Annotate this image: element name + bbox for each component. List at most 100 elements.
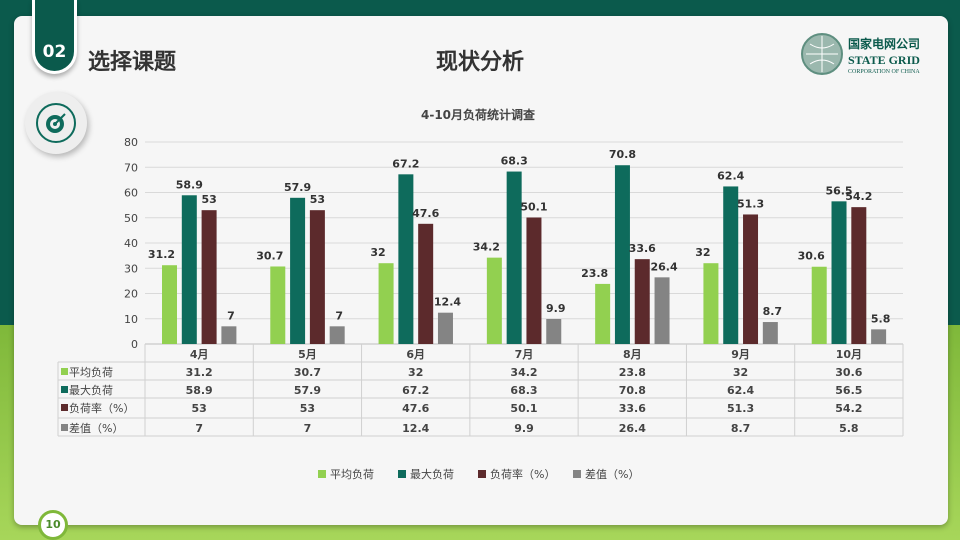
table-cell: 34.2: [510, 366, 537, 379]
table-cell: 33.6: [619, 402, 646, 415]
table-series-label: 差值（%）: [69, 421, 123, 435]
page-title: 现状分析: [435, 50, 524, 75]
data-label: 67.2: [392, 157, 419, 170]
section-number-tab: 02: [32, 0, 77, 74]
data-label: 12.4: [434, 296, 461, 309]
table-cell: 7: [304, 422, 312, 435]
bar-2: [743, 214, 759, 344]
data-label: 32: [370, 246, 385, 259]
table-cell: 31.2: [186, 366, 213, 379]
bar-3: [437, 312, 453, 344]
legend-key: [478, 470, 486, 478]
table-series-label: 平均负荷: [69, 365, 113, 379]
table-cell: 47.6: [402, 402, 429, 415]
category-label: 4月: [190, 348, 209, 361]
table-cell: 12.4: [402, 422, 429, 435]
y-tick-label: 40: [124, 237, 138, 250]
table-cell: 70.8: [619, 384, 646, 397]
legend-label: 差值（%）: [585, 467, 639, 481]
data-label: 23.8: [581, 267, 608, 280]
data-label: 57.9: [284, 181, 311, 194]
table-series-label: 最大负荷: [69, 383, 113, 397]
bar-3: [329, 326, 345, 344]
data-label: 7: [227, 309, 235, 322]
legend-key: [61, 424, 68, 431]
table-cell: 56.5: [835, 384, 862, 397]
bar-0: [162, 265, 177, 344]
data-label: 9.9: [546, 302, 566, 315]
table-cell: 57.9: [294, 384, 321, 397]
y-tick-label: 60: [124, 187, 138, 200]
table-cell: 32: [408, 366, 423, 379]
y-tick-label: 30: [124, 262, 138, 275]
data-label: 31.2: [148, 248, 175, 261]
data-label: 53: [310, 193, 325, 206]
bar-3: [546, 319, 562, 344]
data-label: 5.8: [871, 312, 891, 325]
table-cell: 7: [195, 422, 203, 435]
table-cell: 51.3: [727, 402, 754, 415]
legend-key: [61, 386, 68, 393]
data-label: 30.6: [798, 250, 825, 263]
data-label: 58.9: [176, 178, 203, 191]
category-label: 5月: [298, 348, 317, 361]
bar-0: [811, 266, 827, 344]
bar-3: [221, 326, 237, 344]
data-label: 50.1: [520, 200, 547, 213]
bar-3: [871, 329, 887, 344]
state-grid-logo: 国家电网公司 STATE GRID CORPORATION OF CHINA: [800, 32, 940, 77]
data-label: 56.5: [825, 184, 852, 197]
data-label: 33.6: [629, 242, 656, 255]
data-label: 7: [335, 309, 343, 322]
legend-label: 平均负荷: [330, 467, 374, 481]
table-cell: 26.4: [619, 422, 646, 435]
section-title: 选择课题: [88, 50, 177, 75]
bar-2: [526, 217, 542, 344]
legend-key: [573, 470, 581, 478]
table-series-label: 负荷率（%）: [69, 401, 134, 415]
table-cell: 32: [733, 366, 748, 379]
data-label: 68.3: [501, 155, 528, 168]
bar-3: [762, 322, 778, 344]
table-cell: 58.9: [186, 384, 213, 397]
bar-1: [723, 186, 739, 344]
bar-0: [703, 263, 719, 344]
bar-2: [201, 210, 217, 344]
data-label: 8.7: [763, 305, 783, 318]
data-label: 26.4: [650, 260, 677, 273]
bar-2: [851, 207, 867, 344]
y-tick-label: 80: [124, 136, 138, 149]
table-cell: 23.8: [619, 366, 646, 379]
bar-2: [634, 259, 650, 344]
y-tick-label: 50: [124, 212, 138, 225]
bar-2: [309, 210, 325, 344]
data-label: 32: [695, 246, 710, 259]
bar-2: [418, 223, 434, 344]
legend-label: 负荷率（%）: [490, 467, 555, 481]
table-cell: 67.2: [402, 384, 429, 397]
y-tick-label: 70: [124, 161, 138, 174]
legend-label: 最大负荷: [410, 467, 454, 481]
category-label: 7月: [515, 348, 534, 361]
bar-0: [378, 263, 394, 344]
legend-key: [398, 470, 406, 478]
bar-0: [595, 283, 611, 344]
table-cell: 50.1: [510, 402, 537, 415]
bar-1: [181, 195, 197, 344]
logo-cn: 国家电网公司: [848, 36, 920, 51]
table-cell: 53: [191, 402, 206, 415]
y-tick-label: 10: [124, 313, 138, 326]
data-label: 51.3: [737, 197, 764, 210]
chart-title: 4-10月负荷统计调查: [421, 107, 536, 122]
data-label: 70.8: [609, 148, 636, 161]
category-label: 10月: [836, 348, 862, 361]
data-label: 54.2: [845, 190, 872, 203]
table-cell: 62.4: [727, 384, 754, 397]
data-label: 30.7: [256, 249, 283, 262]
table-cell: 68.3: [510, 384, 537, 397]
category-label: 8月: [623, 348, 642, 361]
table-cell: 5.8: [839, 422, 859, 435]
y-tick-label: 0: [131, 338, 138, 351]
bar-1: [506, 171, 522, 344]
